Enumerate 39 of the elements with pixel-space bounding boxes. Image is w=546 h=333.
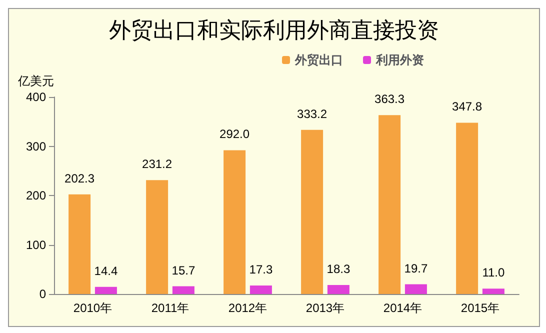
legend-label: 利用外资 — [375, 53, 424, 67]
x-tick-label: 2010年 — [73, 301, 112, 315]
bar — [146, 180, 168, 294]
bar — [250, 285, 272, 294]
data-label: 333.2 — [297, 106, 328, 121]
data-label: 202.3 — [64, 171, 95, 186]
y-tick-label: 100 — [26, 238, 46, 252]
data-label: 11.0 — [482, 266, 506, 280]
data-label: 15.7 — [172, 263, 196, 278]
bar — [482, 288, 504, 294]
bar — [224, 150, 246, 294]
x-tick-label: 2014年 — [383, 301, 422, 315]
bar — [68, 194, 91, 294]
chart-title: 外贸出口和实际利用外商直接投资 — [109, 18, 439, 44]
bar — [94, 286, 117, 294]
y-tick-label: 200 — [26, 188, 46, 202]
bar — [172, 286, 194, 294]
x-tick-label: 2015年 — [460, 301, 500, 315]
bar — [456, 122, 478, 294]
bar — [378, 115, 401, 294]
x-tick-label: 2011年 — [151, 301, 190, 315]
data-label: 292.0 — [220, 127, 250, 142]
data-label: 363.3 — [374, 92, 405, 106]
data-label: 18.3 — [326, 262, 350, 276]
x-tick-label: 2013年 — [306, 301, 345, 315]
data-label: 19.7 — [404, 261, 428, 276]
legend-label: 外贸出口 — [294, 53, 343, 67]
y-tick-label: 400 — [26, 90, 46, 104]
data-label: 17.3 — [249, 262, 273, 276]
bar — [404, 284, 427, 294]
data-label: 347.8 — [452, 100, 482, 114]
y-axis-title: 亿美元 — [17, 74, 54, 88]
y-tick-label: 0 — [39, 287, 46, 301]
x-tick-label: 2012年 — [228, 301, 268, 315]
bar — [327, 284, 350, 294]
data-label: 231.2 — [142, 157, 172, 172]
y-tick-label: 300 — [26, 139, 46, 154]
data-label: 14.4 — [94, 264, 118, 278]
bar — [301, 130, 324, 294]
